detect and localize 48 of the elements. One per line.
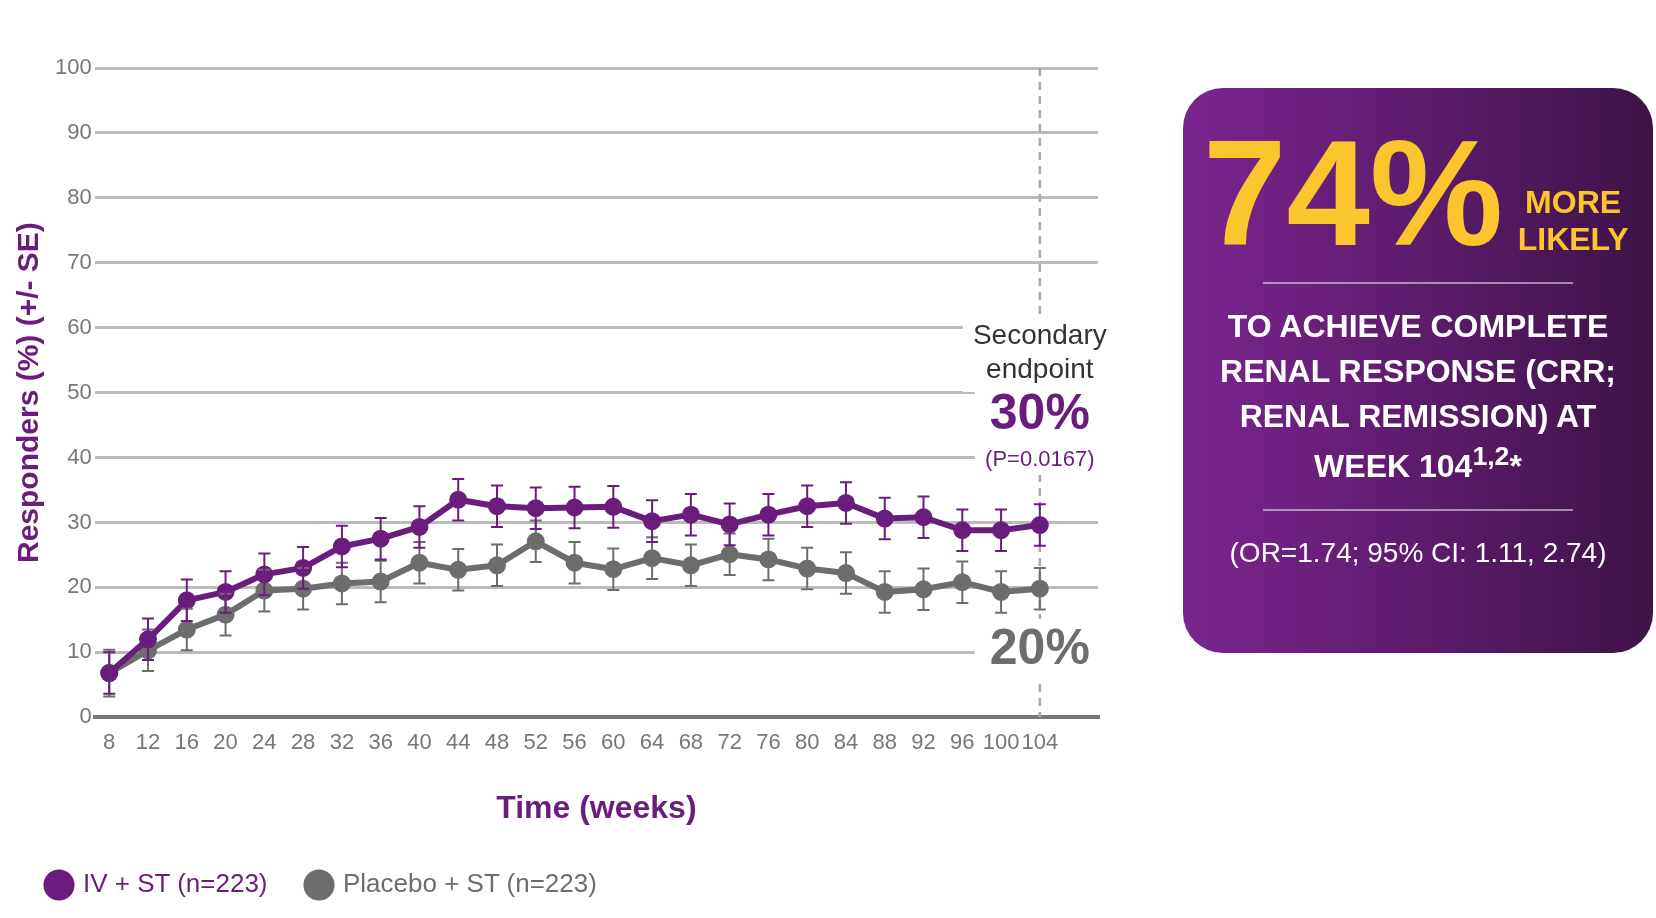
y-tick-label: 80 <box>67 183 92 209</box>
x-tick-label: 88 <box>872 729 897 755</box>
x-tick-label: 56 <box>562 729 587 755</box>
x-tick-label: 64 <box>639 729 665 755</box>
x-tick-label: 52 <box>523 729 549 755</box>
x-tick-label: 40 <box>407 729 432 755</box>
text: 74% <box>1203 109 1504 277</box>
x-tick-label: 92 <box>911 729 936 755</box>
text: TO ACHIEVE COMPLETE RENAL RESPONSE (CRR; RENAL REMISSION) AT WEEK 104$^{1,2}$* <box>1219 307 1617 487</box>
x-tick-label: 8 <box>103 729 116 755</box>
x-axis-title: Time (weeks) <box>496 788 697 825</box>
text: (OR=1.74; 95% CI: 1.11, 2.74) <box>1228 536 1608 569</box>
legend-label: Placebo + ST (n=223) <box>342 868 597 899</box>
x-tick-label: 80 <box>794 729 820 755</box>
x-tick-label: 36 <box>368 729 393 755</box>
y-tick-label: 60 <box>67 313 92 339</box>
x-tick-label: 24 <box>252 729 277 755</box>
x-tick-label: 68 <box>678 729 704 755</box>
x-tick-label: 48 <box>484 729 510 755</box>
x-tick-label: 44 <box>445 729 471 755</box>
annotation: 20% <box>989 619 1090 676</box>
x-tick-label: 96 <box>950 729 975 755</box>
x-tick-label: 20 <box>213 729 238 755</box>
annotation: 30% <box>989 383 1090 440</box>
x-tick-label: 28 <box>290 729 316 755</box>
annotation: (P=0.0167) <box>985 446 1095 472</box>
x-tick-label: 32 <box>329 729 355 755</box>
y-tick-label: 100 <box>54 54 92 80</box>
text: MORE LIKELY <box>1516 184 1630 258</box>
x-tick-label: 76 <box>756 729 781 755</box>
x-tick-label: 100 <box>982 729 1020 755</box>
y-tick-label: 90 <box>67 118 92 144</box>
x-tick-label: 12 <box>135 729 161 755</box>
x-tick-label: 60 <box>601 729 626 755</box>
y-tick-label: 50 <box>67 378 92 404</box>
y-tick-label: 10 <box>67 638 92 664</box>
legend-label: IV + ST (n=223) <box>83 868 268 899</box>
y-tick-label: 20 <box>67 573 92 599</box>
annotation: Secondary endpoint <box>972 318 1107 384</box>
x-tick-label: 104 <box>1021 729 1059 755</box>
x-tick-label: 16 <box>174 729 200 755</box>
x-tick-label: 72 <box>717 729 742 755</box>
y-tick-label: 70 <box>67 248 92 274</box>
y-tick-label: 30 <box>67 508 92 534</box>
y-axis-title: Responders (%) (+/- SE) <box>11 222 45 564</box>
x-tick-label: 84 <box>833 729 859 755</box>
y-tick-label: 40 <box>67 443 92 469</box>
y-tick-label: 0 <box>79 703 92 729</box>
